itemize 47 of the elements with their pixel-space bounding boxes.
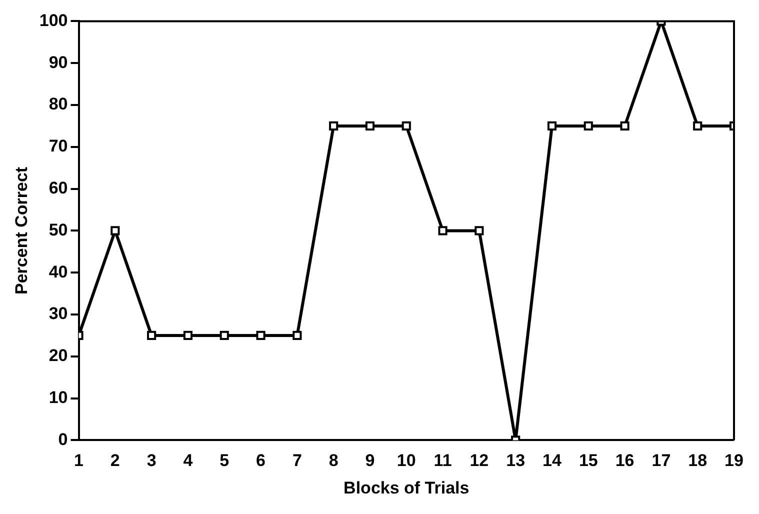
y-tick-label: 30 [48, 304, 68, 324]
x-tick-label: 17 [652, 451, 671, 470]
x-tick-label: 5 [220, 451, 230, 470]
x-tick-label: 2 [110, 451, 120, 470]
point [329, 121, 338, 130]
point [147, 330, 156, 340]
x-tick-label: 11 [434, 451, 452, 470]
y-tick-label: 90 [48, 52, 68, 72]
point [220, 330, 229, 340]
y-tick-label: 100 [39, 10, 68, 30]
x-tick-label: 12 [470, 451, 489, 470]
point [256, 330, 266, 340]
y-tick-label: 0 [58, 430, 68, 449]
x-tick-label: 16 [615, 451, 634, 470]
x-tick-label: 19 [724, 451, 744, 470]
y-tick-label: 60 [48, 178, 68, 198]
x-tick-label: 13 [506, 451, 526, 470]
y-tick-label: 80 [48, 94, 68, 114]
point [365, 121, 375, 130]
y-tick-label: 10 [48, 388, 68, 407]
x-tick-label: 6 [256, 451, 266, 470]
y-axis-title: Percent Correct [12, 166, 31, 294]
x-tick-label: 15 [578, 451, 598, 470]
x-tick-label: 3 [146, 451, 156, 470]
point [474, 226, 484, 236]
x-axis-title: Blocks of Trials [344, 478, 470, 498]
x-tick-label: 8 [328, 451, 338, 470]
x-tick-label: 14 [542, 451, 562, 470]
point [292, 330, 302, 340]
y-tick-label: 20 [48, 346, 68, 366]
y-tick-label: 70 [48, 136, 68, 156]
point [438, 226, 448, 236]
point [620, 121, 630, 130]
y-tick-label: 40 [48, 262, 68, 282]
y-tick-label: 50 [48, 220, 68, 240]
point [584, 121, 593, 130]
point [110, 226, 120, 236]
x-tick-label: 18 [688, 451, 708, 470]
x-tick-label: 9 [365, 451, 375, 470]
point [547, 121, 557, 130]
x-tick-label: 1 [74, 451, 84, 470]
point [402, 121, 411, 130]
x-tick-label: 7 [292, 451, 302, 470]
x-tick-label: 10 [396, 451, 416, 470]
point [693, 121, 702, 130]
point [183, 330, 193, 340]
x-tick-label: 4 [183, 451, 194, 470]
